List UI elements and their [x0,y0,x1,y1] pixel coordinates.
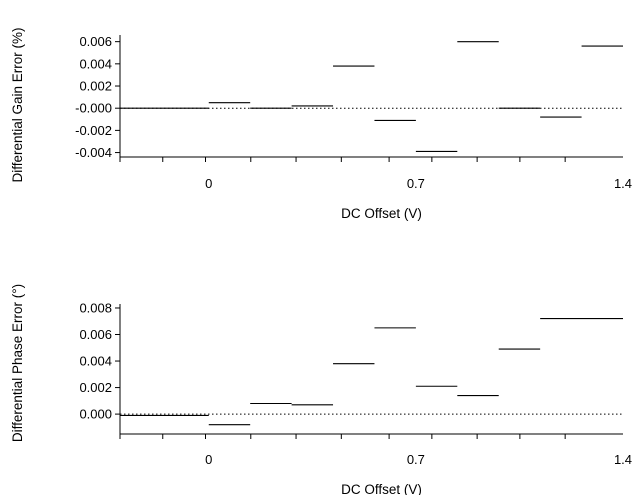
x-tick-label: 1.4 [614,452,632,467]
x-tick-label: 1.4 [614,176,632,191]
x-axis-title: DC Offset (V) [341,206,422,221]
gain-error-panel: 0.006 0.004 0.002 -0.000 -0.002 -0.004 0 0.7 1.4… [10,27,632,221]
y-tick-label: 0.004 [79,56,112,71]
y-tick-label: -0.004 [75,145,112,160]
y-tick-label: -0.000 [75,101,112,116]
y-axis-title: Differential Phase Error (°) [10,284,25,442]
x-axis-title: DC Offset (V) [341,482,422,495]
x-tick-label: 0.7 [407,452,425,467]
y-tick-label: 0.006 [79,34,112,49]
x-tick-label: 0 [205,452,212,467]
x-tick-label: 0.7 [407,176,425,191]
y-tick-label: 0.008 [79,300,112,315]
y-axis-title: Differential Gain Error (%) [10,27,25,182]
y-tick-label: 0.002 [79,380,112,395]
y-tick-label: 0.002 [79,79,112,94]
phase-error-panel: 0.008 0.006 0.004 0.002 0.000 0 0.7 1.4 DC Offse… [10,284,632,495]
y-tick-label: 0.006 [79,327,112,342]
y-tick-label: 0.000 [79,407,112,422]
x-tick-label: 0 [205,176,212,191]
y-tick-label: -0.002 [75,123,112,138]
y-tick-label: 0.004 [79,354,112,369]
